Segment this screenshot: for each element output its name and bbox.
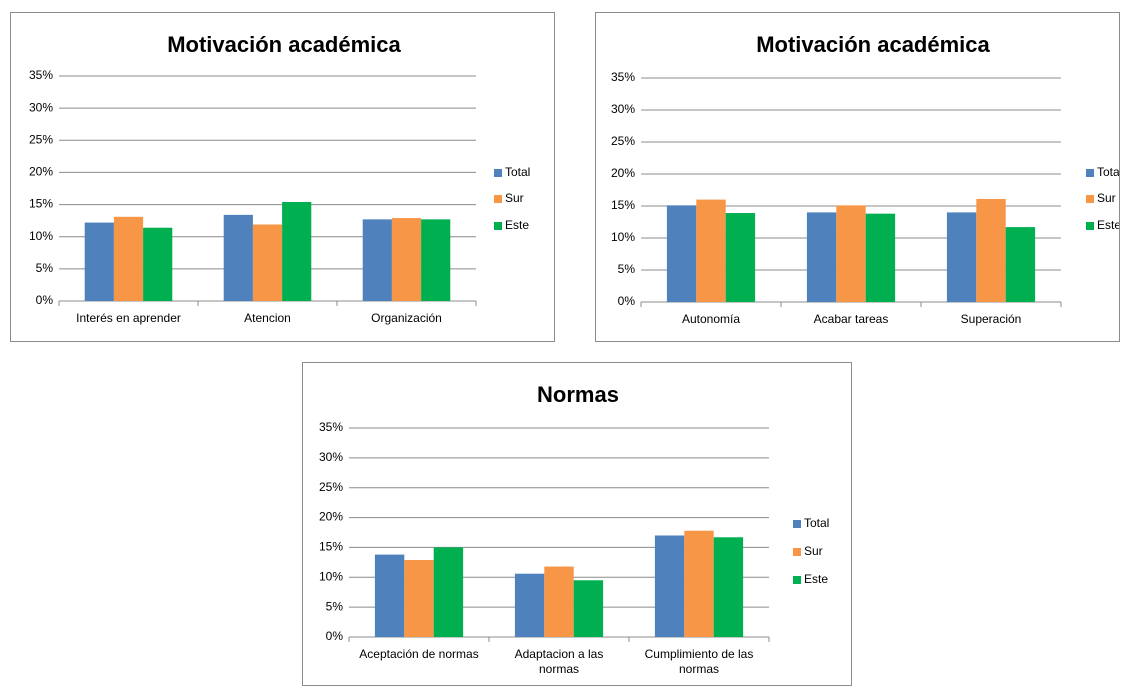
y-tick-label: 5% <box>326 599 344 613</box>
bar <box>666 205 697 302</box>
y-tick-label: 25% <box>29 132 53 146</box>
legend-label: Sur <box>804 544 823 558</box>
chart-box: Motivación académica 0% 5% 10% 15% 20% 25% 30% 3… <box>595 12 1120 342</box>
x-tick-label: Acabar tareas <box>813 312 889 326</box>
bar <box>113 216 144 301</box>
bar <box>1005 227 1036 302</box>
chart-box: Normas 0% 5% 10% 15% 20% 25% 30% 35% Total Sur Este… <box>302 362 852 686</box>
bar <box>544 566 574 637</box>
legend-label: Sur <box>505 191 524 205</box>
bar <box>713 537 744 637</box>
x-tick-label: Atencion <box>244 311 291 325</box>
y-tick-label: 15% <box>319 540 343 554</box>
y-tick-label: 0% <box>36 293 54 307</box>
y-tick-label: 35% <box>319 420 343 434</box>
x-tick-label: Superación <box>960 312 1022 326</box>
y-tick-label: 0% <box>326 629 344 643</box>
chart-box: Motivación académica 0% 5% 10% 15% 20% 25% 30% 3… <box>10 12 555 342</box>
y-tick-label: 15% <box>611 198 635 212</box>
x-tick-label: Interés en aprender <box>76 311 181 325</box>
bar <box>433 547 464 637</box>
legend-swatch <box>494 169 502 177</box>
bar <box>223 214 253 301</box>
y-tick-label: 30% <box>29 100 53 114</box>
chart-title: Motivación académica <box>756 32 990 57</box>
legend-label: Total <box>1097 165 1120 179</box>
bar <box>282 202 312 301</box>
legend-label: Este <box>1097 218 1120 232</box>
y-tick-label: 15% <box>29 197 53 211</box>
x-tick-label: Aceptación de normas <box>359 647 479 661</box>
legend-label: Este <box>804 572 828 586</box>
x-tick-label: Autonomía <box>681 312 741 326</box>
bar <box>946 212 977 302</box>
y-tick-label: 30% <box>611 102 635 116</box>
legend-label: Sur <box>1097 191 1116 205</box>
y-tick-label: 25% <box>611 134 635 148</box>
bar <box>404 559 434 637</box>
bar <box>374 554 405 637</box>
y-tick-label: 35% <box>611 70 635 84</box>
x-tick-label: Adaptacion a las normas <box>514 647 604 676</box>
legend-swatch <box>1086 169 1094 177</box>
bar <box>252 224 283 301</box>
x-tick-label: Cumplimiento de las normas <box>644 647 754 676</box>
y-tick-label: 20% <box>29 165 53 179</box>
bar <box>654 535 685 637</box>
y-tick-label: 10% <box>29 229 53 243</box>
chart-title: Motivación académica <box>167 32 401 57</box>
y-tick-label: 20% <box>319 510 343 524</box>
bar <box>725 213 756 302</box>
chart-title: Normas <box>537 382 619 407</box>
legend-label: Total <box>505 165 530 179</box>
y-tick-label: 10% <box>611 230 635 244</box>
bar <box>696 199 726 302</box>
y-tick-label: 5% <box>36 261 54 275</box>
y-tick-label: 10% <box>319 569 343 583</box>
bar <box>865 213 896 302</box>
bar <box>514 573 545 637</box>
legend-swatch <box>494 195 502 203</box>
bar <box>806 212 837 302</box>
legend-swatch <box>1086 222 1094 230</box>
bar <box>836 205 866 302</box>
x-tick-label: Organización <box>371 311 442 325</box>
bar <box>976 198 1006 302</box>
legend-swatch <box>793 520 801 528</box>
legend-swatch <box>1086 195 1094 203</box>
bar <box>84 222 114 301</box>
bar <box>391 218 422 301</box>
legend-label: Este <box>505 218 529 232</box>
bar <box>143 227 173 301</box>
y-tick-label: 5% <box>618 262 636 276</box>
y-tick-label: 30% <box>319 450 343 464</box>
bar <box>362 219 392 301</box>
y-tick-label: 25% <box>319 480 343 494</box>
y-tick-label: 0% <box>618 294 636 308</box>
legend-swatch <box>793 548 801 556</box>
bar <box>421 219 451 301</box>
legend-label: Total <box>804 516 829 530</box>
legend-swatch <box>494 222 502 230</box>
bar <box>573 580 604 637</box>
y-tick-label: 20% <box>611 166 635 180</box>
bar <box>684 530 714 637</box>
y-tick-label: 35% <box>29 68 53 82</box>
chart: Normas 0% 5% 10% 15% 20% 25% 30% 35% Total Sur Este <box>319 382 829 643</box>
chart: Motivación académica 0% 5% 10% 15% 20% 25% 30% 3… <box>611 32 1120 308</box>
legend-swatch <box>793 576 801 584</box>
chart: Motivación académica 0% 5% 10% 15% 20% 25% 30% 3… <box>29 32 530 307</box>
